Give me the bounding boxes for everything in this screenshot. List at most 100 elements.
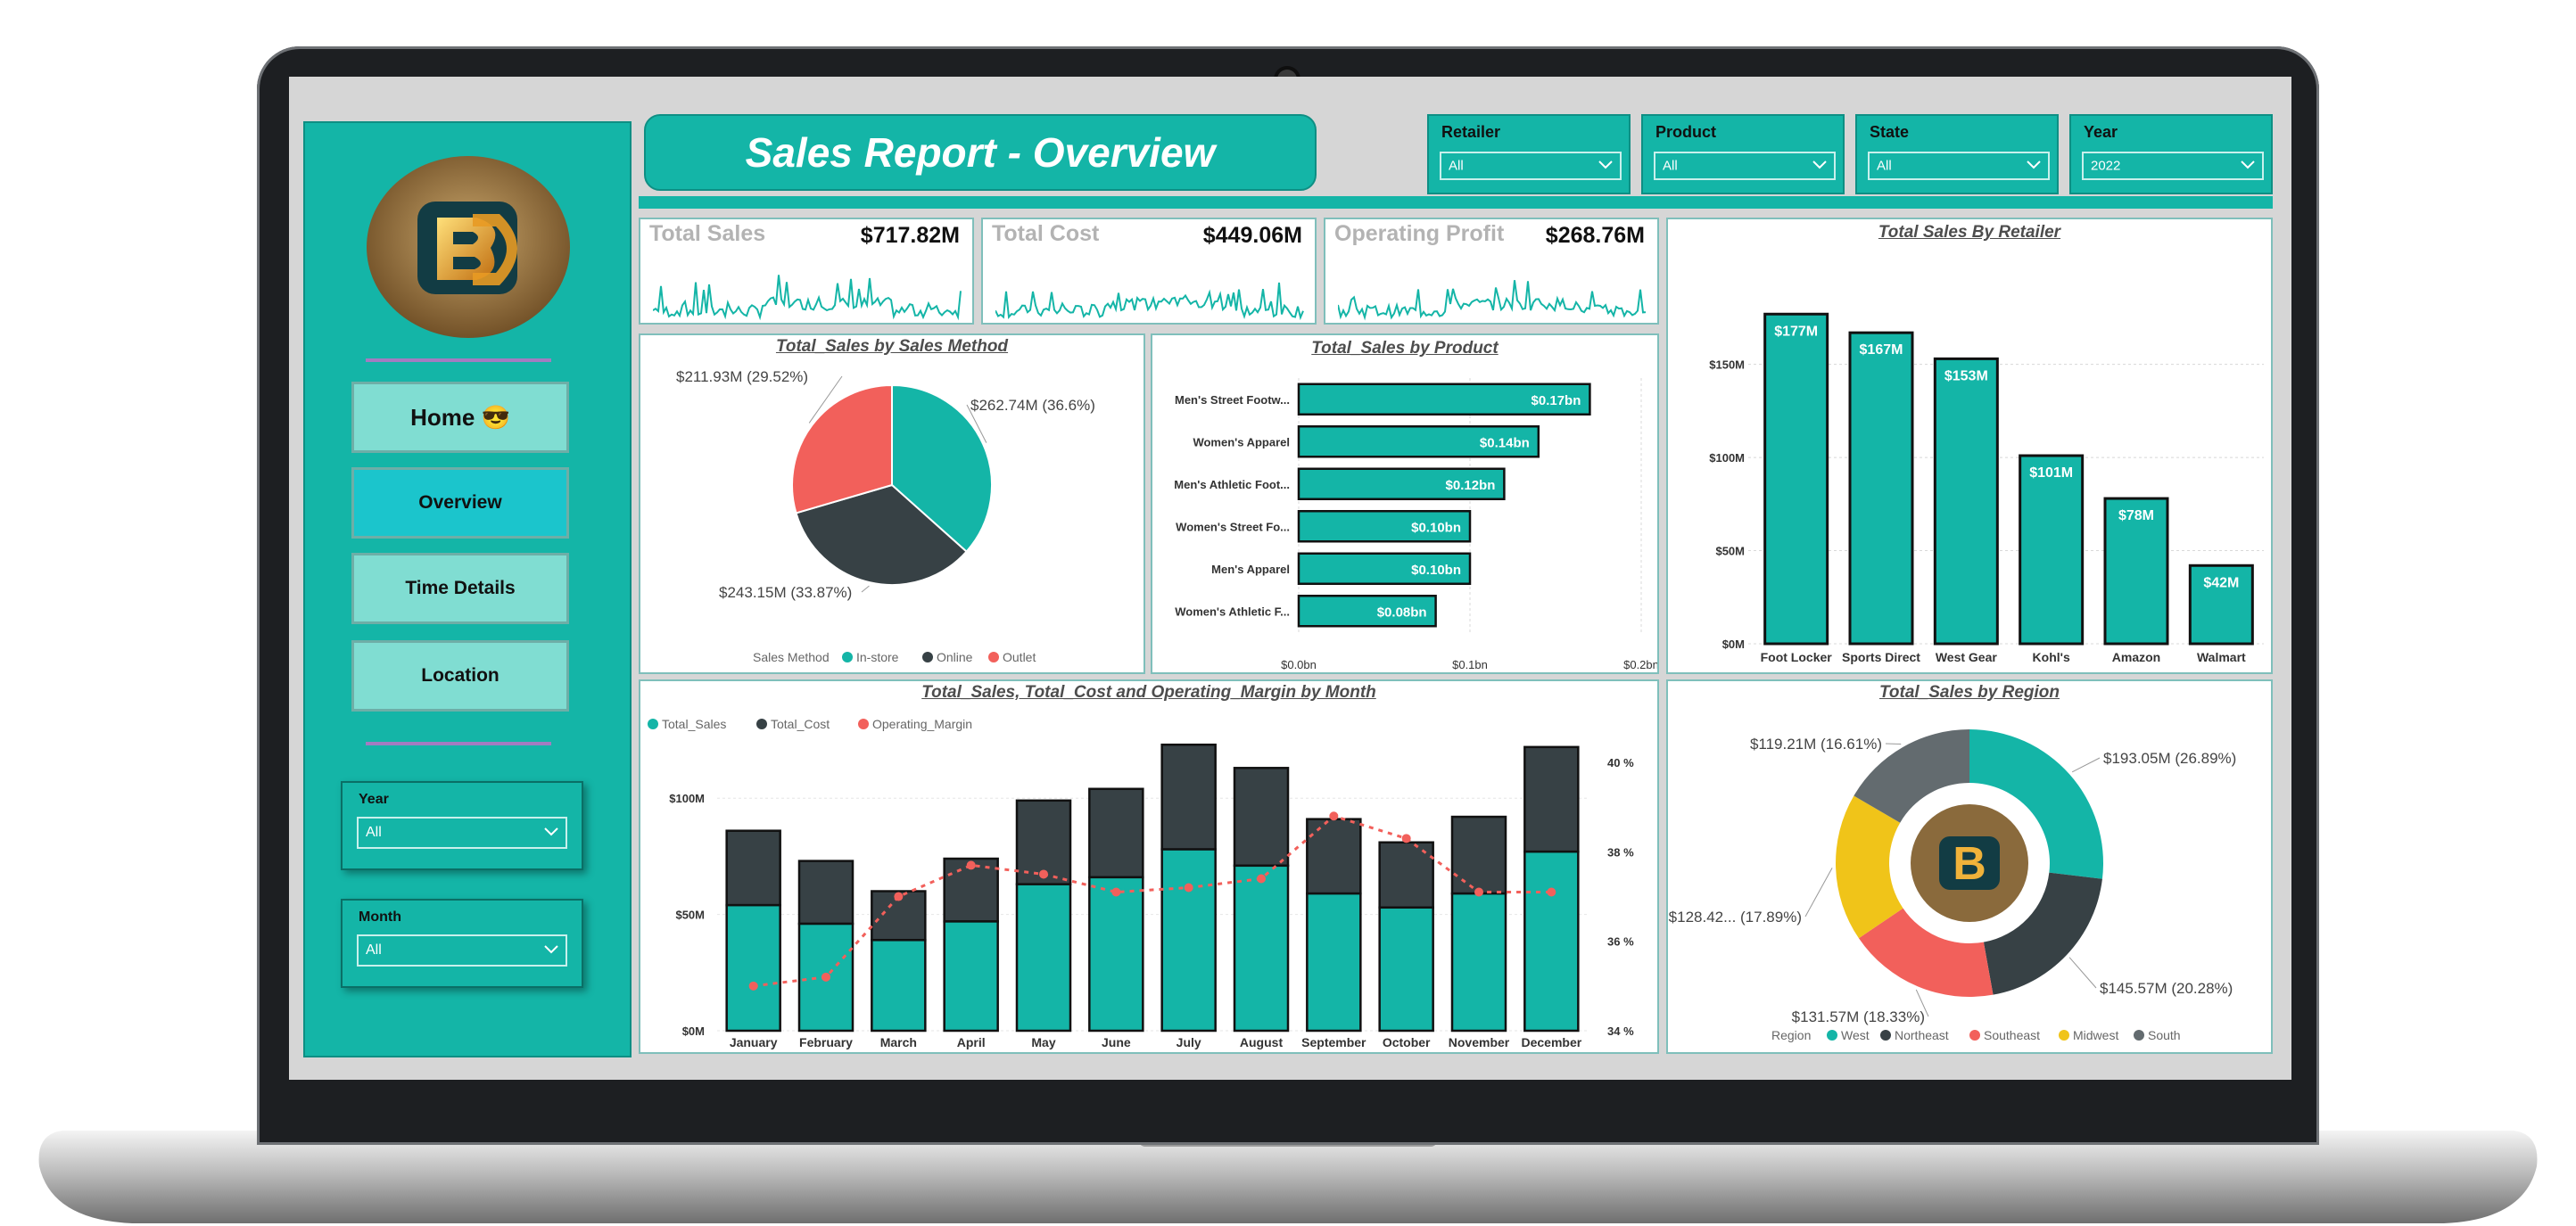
x-tick-label: April [957,1035,986,1049]
product-bar [1297,467,1506,500]
cost-bar [1088,787,1144,879]
x-tick-label: October [1383,1035,1431,1049]
year-top-slicer: Year 2022 [2069,114,2273,194]
x-tick-label: February [799,1035,853,1049]
kpi-total-cost: Total Cost $449.06M [981,218,1317,325]
x-tick-label: September [1301,1035,1366,1049]
donut-slice-midwest [1836,795,1903,939]
data-label: $131.57M (18.33%) [1792,1008,1925,1025]
month-combo-chart: Total_Sales Total_Cost Operating_Margin $0M… [648,717,1634,1049]
y-tick-label: $50M [675,909,705,922]
chevron-down-icon [1812,160,1827,169]
chart-title: Total_Sales by Product [1311,339,1499,358]
data-label: $119.21M (16.61%) [1750,736,1882,753]
product-bar [1297,383,1591,416]
sales-bar [871,939,927,1033]
y-tick-label: $100M [1709,451,1745,465]
margin-point [1184,883,1193,893]
sales-bar [1450,892,1507,1033]
cost-bar [1233,767,1290,868]
x-tick-label: West Gear [1936,650,1998,664]
year-dropdown[interactable]: All [357,817,567,849]
x-tick-label: Kohl's [2033,650,2070,664]
month-panel: Total_Sales, Total_Cost and Operating_Ma… [639,679,1659,1054]
legend-marker [1880,1030,1891,1041]
month-dropdown[interactable]: All [357,934,567,967]
kpi-sparkline [995,282,1304,321]
x-tick-label: November [1449,1035,1510,1049]
center-logo-letter: B [1953,838,1986,890]
product-slicer-label: Product [1655,123,1717,141]
month-slicer-label: Month [359,909,401,925]
retailer-panel: Total Sales By Retailer $0M $50M $100M $150… [1666,218,2273,674]
x-tick-label: Sports Direct [1842,650,1920,664]
margin-point [894,892,904,901]
leader-line [1915,989,1929,1017]
retailer-dropdown[interactable]: All [1440,152,1622,180]
x-tick-label: Foot Locker [1761,650,1833,664]
location-button[interactable]: Location [351,640,569,712]
retailer-slicer-label: Retailer [1441,123,1501,141]
dashboard-screen: Home 😎 Overview Time Details Location Ye… [289,77,2291,1080]
cost-bar [1450,815,1507,895]
chevron-down-icon [544,945,558,954]
y-tick-label: $150M [1709,358,1745,372]
laptop-base [38,1131,2538,1223]
data-label: $0.10bn [1411,520,1461,535]
product-dropdown[interactable]: All [1654,152,1836,180]
legend-item: Midwest [2073,1028,2118,1042]
x-tick-label: May [1031,1035,1055,1049]
product-bar-chart: $0.0bn $0.1bn $0.2bn Men's Street Footw... $… [1174,378,1657,671]
leader-line [966,404,987,443]
chevron-down-icon [2027,160,2041,169]
retailer-dropdown-value: All [1449,158,1464,174]
donut-slice-southeast [1858,908,1994,997]
state-dropdown-value: All [1877,158,1892,174]
legend-marker [1827,1030,1837,1041]
x-tick-label: Amazon [2112,650,2160,664]
y-tick-label: Women's Street Fo... [1176,520,1290,533]
y-tick-label: $100M [669,792,705,805]
legend-item: West [1841,1028,1870,1042]
legend-item: Southeast [1984,1028,2040,1042]
legend-marker [842,652,853,662]
sales-bar [1306,892,1362,1033]
year-top-dropdown[interactable]: 2022 [2082,152,2264,180]
y-tick-label: Men's Athletic Foot... [1174,478,1290,491]
x-tick-label: August [1240,1035,1284,1049]
cost-bar [1160,743,1217,851]
year-slicer-label: Year [359,792,389,807]
data-label: $101M [2029,465,2073,481]
bd-logo [367,156,570,338]
data-label: $211.93M (29.52%) [676,368,808,385]
chevron-down-icon [544,827,558,836]
state-dropdown[interactable]: All [1868,152,2050,180]
donut-slice-south [1854,729,1969,823]
kpi-operating-profit: Operating Profit $268.76M [1324,218,1659,325]
legend-title: Sales Method [753,650,830,664]
legend-marker [858,719,869,729]
leader-line [808,375,843,424]
time-details-button[interactable]: Time Details [351,553,569,624]
data-label: $0.08bn [1377,605,1427,620]
retailer-slicer: Retailer All [1427,114,1631,194]
home-button[interactable]: Home 😎 [351,382,569,453]
margin-point [748,981,758,991]
retailer-bar [2019,454,2085,646]
product-panel: Total_Sales by Product $0.0bn $0.1bn $0.2b… [1151,333,1659,674]
y2-tick-label: 34 % [1607,1024,1634,1038]
y2-tick-label: 40 % [1607,756,1634,769]
chart-title: Total_Sales by Sales Method [775,337,1009,356]
kpi-title: Total Cost [992,221,1100,246]
product-bar [1297,425,1540,458]
margin-point [822,972,830,982]
sales-bar [1088,876,1144,1033]
x-tick-label: $0.1bn [1452,658,1488,671]
data-label: $0.10bn [1411,563,1461,578]
overview-button[interactable]: Overview [351,467,569,539]
legend-marker [1969,1030,1980,1041]
kpi-sparkline [653,275,962,321]
y-tick-label: $0M [1722,638,1745,651]
pie-slice-online [795,483,968,586]
x-tick-label: December [1521,1035,1581,1049]
